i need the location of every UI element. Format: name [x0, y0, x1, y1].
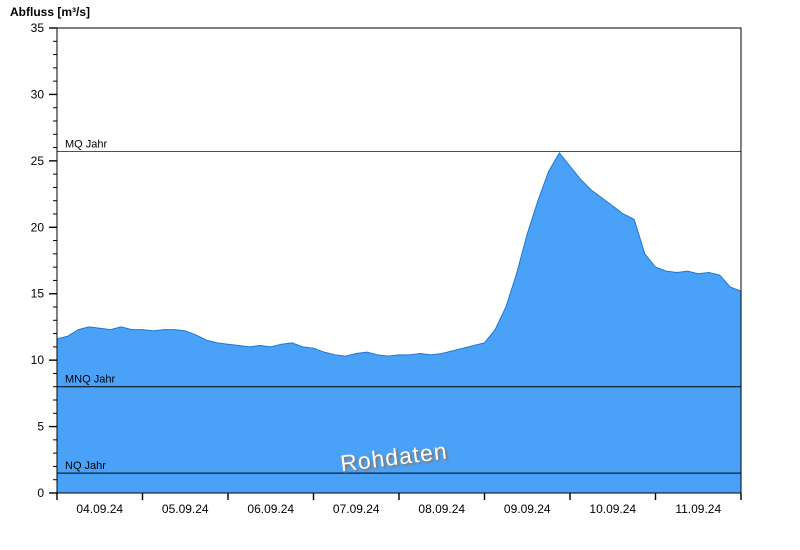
area-series: [57, 152, 741, 493]
y-tick-label: 20: [31, 220, 45, 234]
x-tick-label: 10.09.24: [589, 502, 636, 516]
x-tick-label: 09.09.24: [504, 502, 551, 516]
y-tick-label: 5: [37, 420, 44, 434]
x-tick-label: 06.09.24: [247, 502, 294, 516]
x-tick-label: 11.09.24: [675, 502, 721, 516]
y-tick-label: 0: [37, 486, 44, 500]
series-line: [56, 152, 742, 357]
y-tick-label: 30: [31, 87, 45, 101]
x-tick-label: 07.09.24: [333, 502, 380, 516]
x-tick-label: 05.09.24: [162, 502, 209, 516]
x-tick-label: 08.09.24: [418, 502, 465, 516]
ref-line-label-1: MNQ Jahr: [65, 374, 115, 386]
y-tick-label: 15: [31, 287, 45, 301]
x-tick-label: 04.09.24: [76, 502, 123, 516]
ref-line-label-0: MQ Jahr: [65, 139, 108, 151]
y-axis-title: Abfluss [m³/s]: [10, 5, 91, 19]
y-tick-label: 35: [31, 21, 45, 35]
y-tick-label: 10: [31, 353, 45, 367]
ref-line-label-2: NQ Jahr: [65, 460, 106, 472]
y-tick-label: 25: [31, 154, 45, 168]
